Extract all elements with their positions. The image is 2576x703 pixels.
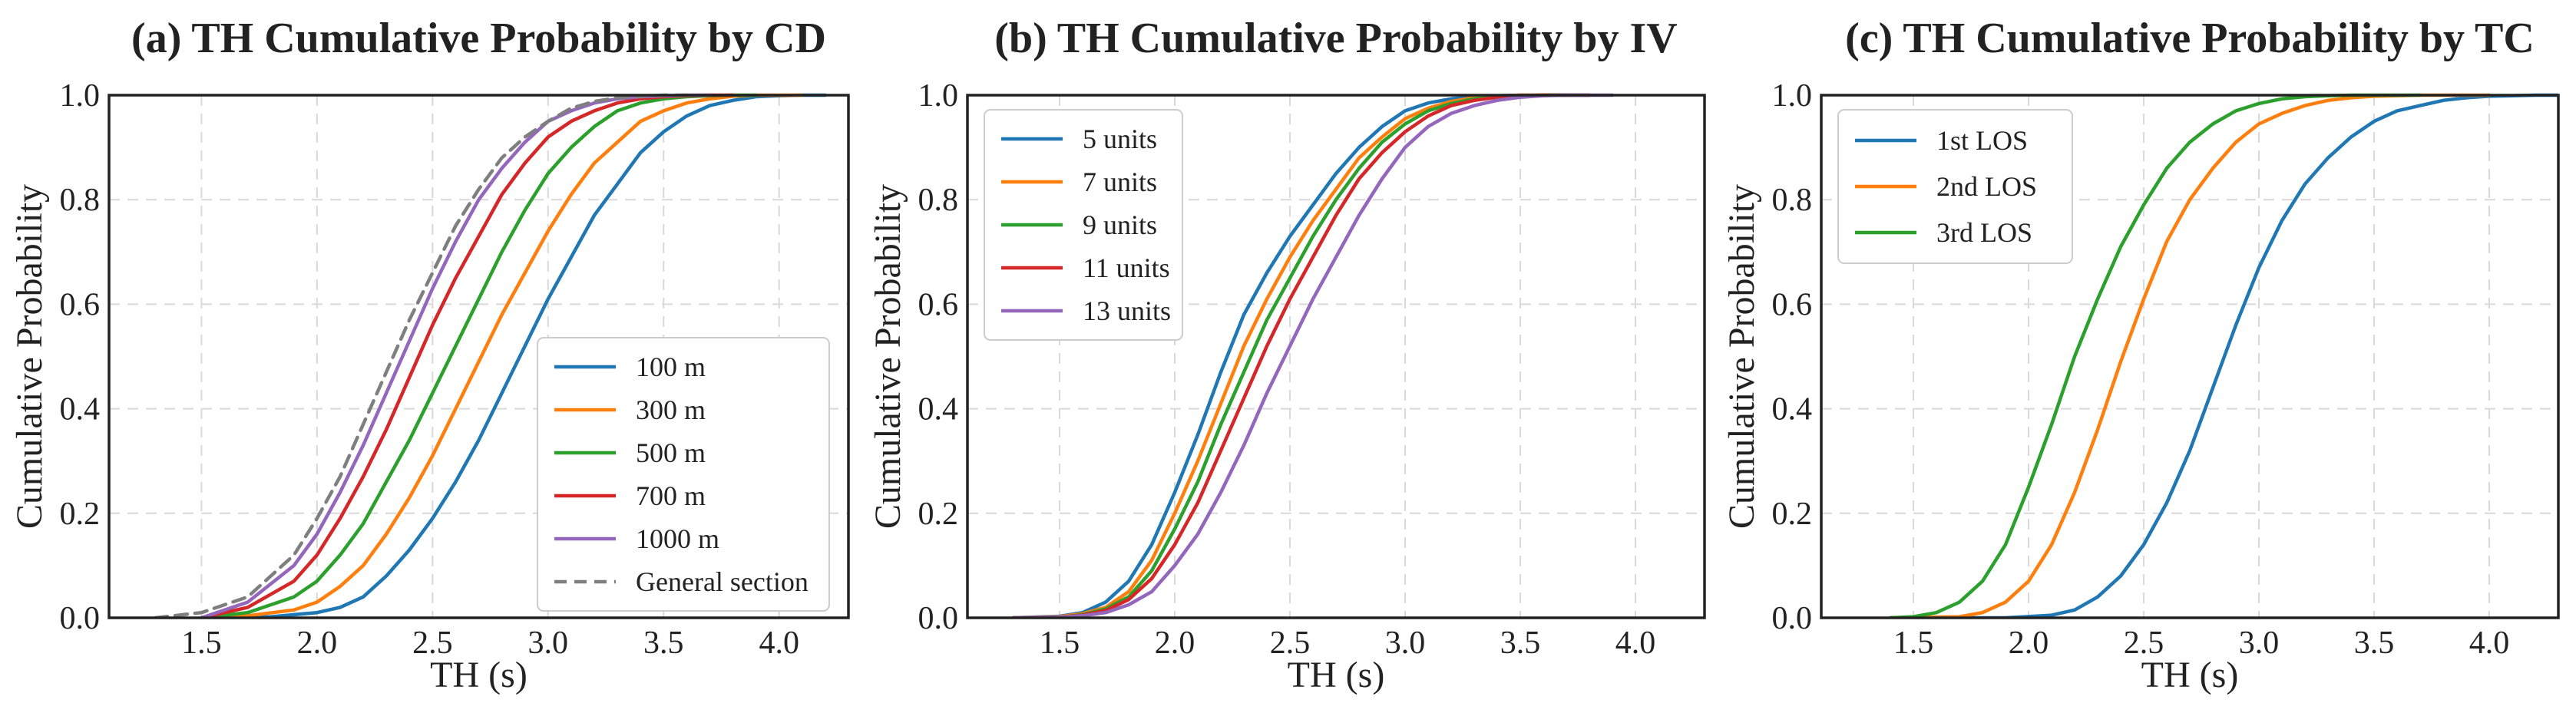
y-tick-label: 0.2 bbox=[918, 497, 959, 532]
x-tick-label: 1.5 bbox=[181, 625, 222, 661]
legend-label: 2nd LOS bbox=[1936, 171, 2037, 202]
legend-label: 700 m bbox=[636, 480, 706, 511]
x-tick-label: 4.0 bbox=[1615, 625, 1656, 661]
y-tick-label: 0.4 bbox=[60, 392, 101, 427]
legend: 100 m 300 m 500 m 700 m 1000 m General sectio… bbox=[537, 337, 830, 612]
x-tick-label: 2.0 bbox=[2009, 625, 2049, 661]
legend-label: 11 units bbox=[1083, 252, 1170, 283]
x-tick-label: 4.0 bbox=[2469, 625, 2510, 661]
y-tick-label: 0.6 bbox=[1772, 287, 1813, 322]
x-tick-label: 3.5 bbox=[1500, 625, 1541, 661]
series-line-6 bbox=[153, 93, 689, 618]
series-line-3 bbox=[200, 93, 758, 618]
y-tick-label: 0.0 bbox=[60, 601, 101, 636]
plot-frame bbox=[1820, 94, 2560, 619]
panel-1: 1.5 2.0 2.5 3.0 3.5 4.0 0.0 0.2 0.4 0.6 0.8 1.0 TH (… bbox=[9, 15, 850, 695]
y-axis-label: Cumulative Probability bbox=[9, 184, 50, 529]
panel-3: 1.5 2.0 2.5 3.0 3.5 4.0 0.0 0.2 0.4 0.6 0.8 1.0 TH (… bbox=[1721, 15, 2560, 695]
chart-title: (c) TH Cumulative Probability by TC bbox=[1845, 15, 2535, 62]
x-axis-label: TH (s) bbox=[2141, 655, 2239, 695]
x-tick-label: 2.0 bbox=[297, 625, 338, 661]
x-tick-label: 3.0 bbox=[1385, 625, 1426, 661]
x-tick-label: 3.5 bbox=[643, 625, 684, 661]
x-tick-label: 3.0 bbox=[2239, 625, 2280, 661]
chart-title: (b) TH Cumulative Probability by IV bbox=[994, 15, 1677, 62]
x-tick-label: 3.0 bbox=[528, 625, 569, 661]
x-tick-label: 2.5 bbox=[412, 625, 453, 661]
y-axis-label: Cumulative Probability bbox=[868, 184, 908, 529]
series-line-5 bbox=[200, 93, 712, 618]
legend-label: 500 m bbox=[636, 437, 706, 468]
x-tick-label: 3.5 bbox=[2354, 625, 2395, 661]
legend-label: 100 m bbox=[636, 352, 706, 382]
y-tick-label: 0.0 bbox=[918, 601, 959, 636]
y-tick-label: 0.2 bbox=[1772, 497, 1813, 532]
plot-frame bbox=[966, 94, 1706, 619]
y-tick-label: 1.0 bbox=[60, 78, 101, 114]
legend-label: 1st LOS bbox=[1936, 125, 2028, 156]
legend: 1st LOS 2nd LOS 3rd LOS bbox=[1837, 109, 2073, 264]
y-axis-label: Cumulative Probability bbox=[1721, 184, 1762, 529]
series-line-5 bbox=[1011, 93, 1615, 618]
y-tick-label: 1.0 bbox=[1772, 78, 1813, 114]
y-tick-label: 0.0 bbox=[1772, 601, 1813, 636]
x-tick-label: 2.0 bbox=[1155, 625, 1195, 661]
x-tick-label: 2.5 bbox=[2124, 625, 2164, 661]
y-tick-label: 0.8 bbox=[1772, 183, 1813, 218]
x-axis-label: TH (s) bbox=[1288, 655, 1385, 695]
series-line-1 bbox=[223, 93, 828, 618]
x-tick-label: 2.5 bbox=[1270, 625, 1311, 661]
y-tick-label: 0.6 bbox=[60, 287, 101, 322]
legend-label: General section bbox=[636, 566, 809, 597]
x-tick-label: 4.0 bbox=[759, 625, 799, 661]
y-tick-label: 0.2 bbox=[60, 497, 101, 532]
panel-2: 1.5 2.0 2.5 3.0 3.5 4.0 0.0 0.2 0.4 0.6 0.8 1.0 TH (… bbox=[868, 15, 1706, 695]
x-axis-label: TH (s) bbox=[430, 655, 527, 695]
series-line-1 bbox=[1888, 93, 2558, 618]
y-tick-label: 0.4 bbox=[918, 392, 959, 427]
legend: 5 units 7 units 9 units 11 units 13 units bbox=[984, 109, 1183, 341]
series-line-4 bbox=[1011, 93, 1592, 618]
legend-label: 5 units bbox=[1083, 124, 1157, 154]
legend-box bbox=[984, 109, 1183, 341]
plot-frame bbox=[107, 94, 850, 619]
legend-label: 300 m bbox=[636, 394, 706, 425]
x-tick-label: 1.5 bbox=[1893, 625, 1934, 661]
y-tick-label: 0.6 bbox=[918, 287, 959, 322]
chart-title: (a) TH Cumulative Probability by CD bbox=[131, 15, 826, 62]
legend-label: 7 units bbox=[1083, 167, 1157, 197]
x-tick-label: 1.5 bbox=[1040, 625, 1080, 661]
legend-box bbox=[1837, 109, 2073, 264]
series-line-2 bbox=[200, 93, 805, 618]
y-tick-label: 0.4 bbox=[1772, 392, 1813, 427]
y-tick-label: 0.8 bbox=[60, 183, 101, 218]
legend-label: 1000 m bbox=[636, 523, 719, 554]
legend-label: 3rd LOS bbox=[1936, 217, 2032, 248]
y-tick-label: 1.0 bbox=[918, 78, 959, 114]
legend-label: 13 units bbox=[1083, 295, 1171, 326]
y-tick-label: 0.8 bbox=[918, 183, 959, 218]
legend-label: 9 units bbox=[1083, 210, 1157, 240]
legend-box bbox=[537, 337, 830, 612]
